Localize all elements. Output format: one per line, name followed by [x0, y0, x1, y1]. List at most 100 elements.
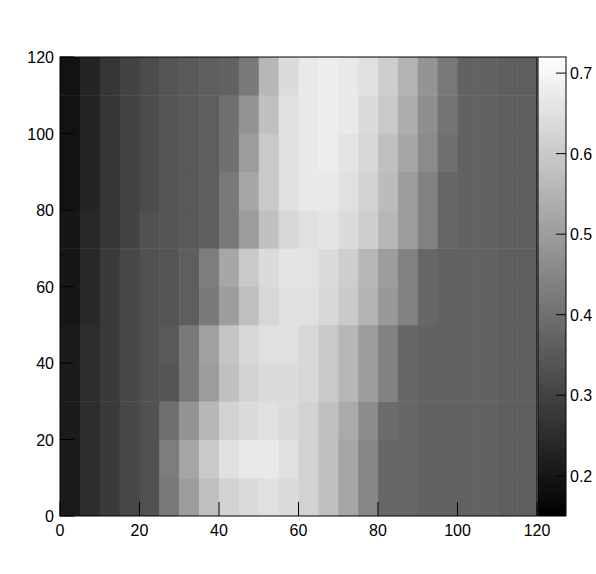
- heat-cell: [179, 401, 199, 440]
- heat-cell: [100, 95, 120, 134]
- heat-cell: [398, 440, 418, 479]
- heat-cell: [279, 325, 299, 364]
- heat-cell: [120, 287, 140, 326]
- heat-cell: [517, 172, 537, 211]
- heat-cell: [458, 248, 478, 287]
- heat-cell: [140, 95, 160, 134]
- heat-cell: [398, 134, 418, 173]
- heat-cell: [517, 210, 537, 249]
- heat-cell: [199, 210, 219, 249]
- heat-cell: [438, 95, 458, 134]
- heat-cell: [120, 401, 140, 440]
- heat-cell: [458, 95, 478, 134]
- colorbar-tick-label: 0.4: [570, 307, 592, 324]
- heat-cell: [318, 95, 338, 134]
- heat-cell: [60, 287, 80, 326]
- heat-cell: [179, 248, 199, 287]
- y-tick-label: 40: [36, 355, 54, 372]
- heat-cell: [60, 134, 80, 173]
- heat-cell: [458, 57, 478, 96]
- heat-cell: [418, 172, 438, 211]
- heat-cell: [497, 287, 517, 326]
- heat-cell: [199, 134, 219, 173]
- heat-cell: [438, 57, 458, 96]
- heat-cell: [299, 95, 319, 134]
- chart-root: 0204060801001200204060801001200.20.30.40…: [0, 0, 596, 574]
- heat-cell: [497, 57, 517, 96]
- x-tick: [298, 502, 299, 516]
- heat-cell: [458, 134, 478, 173]
- heat-cell: [179, 363, 199, 402]
- y-tick-label: 80: [36, 202, 54, 219]
- heat-cell: [120, 325, 140, 364]
- heat-cell: [159, 287, 179, 326]
- heat-cell: [438, 440, 458, 479]
- heat-cell: [299, 172, 319, 211]
- heat-cell: [458, 325, 478, 364]
- heat-cell: [159, 248, 179, 287]
- x-tick: [60, 502, 61, 516]
- plot-frame: [60, 57, 537, 516]
- heat-cell: [219, 248, 239, 287]
- heat-cell: [239, 95, 259, 134]
- heat-cell: [299, 248, 319, 287]
- heat-cell: [219, 440, 239, 479]
- heat-cell: [120, 172, 140, 211]
- heat-cell: [159, 325, 179, 364]
- heat-cell: [378, 172, 398, 211]
- heat-cell: [239, 287, 259, 326]
- heat-cell: [120, 134, 140, 173]
- heat-cell: [219, 287, 239, 326]
- heat-cell: [318, 440, 338, 479]
- heat-cell: [299, 325, 319, 364]
- x-tick: [457, 502, 458, 516]
- heat-cell: [378, 325, 398, 364]
- heat-cell: [219, 134, 239, 173]
- heat-cell: [318, 57, 338, 96]
- heat-cell: [458, 287, 478, 326]
- heat-cell: [318, 478, 338, 516]
- heat-cell: [398, 210, 418, 249]
- heat-cell: [100, 440, 120, 479]
- heat-cell: [219, 325, 239, 364]
- heat-cell: [159, 172, 179, 211]
- heat-cell: [438, 210, 458, 249]
- heat-cell: [259, 134, 279, 173]
- heat-cell: [199, 478, 219, 516]
- heat-cell: [318, 325, 338, 364]
- heat-cell: [239, 478, 259, 516]
- heat-cell: [438, 325, 458, 364]
- heat-cell: [140, 248, 160, 287]
- background: [0, 0, 596, 574]
- y-tick: [60, 363, 74, 364]
- heat-cell: [358, 57, 378, 96]
- heat-cell: [378, 363, 398, 402]
- heat-cell: [199, 325, 219, 364]
- heat-cell: [219, 95, 239, 134]
- x-tick-label: 100: [444, 522, 471, 539]
- heat-cell: [398, 95, 418, 134]
- heat-cell: [338, 401, 358, 440]
- heat-cell: [378, 440, 398, 479]
- heat-cell: [458, 363, 478, 402]
- heat-cell: [120, 440, 140, 479]
- heat-cell: [458, 440, 478, 479]
- heat-cell: [140, 172, 160, 211]
- heat-cell: [497, 248, 517, 287]
- heat-cell: [517, 287, 537, 326]
- heat-cell: [358, 134, 378, 173]
- heat-cell: [179, 57, 199, 96]
- heat-cell: [338, 210, 358, 249]
- heat-cell: [418, 287, 438, 326]
- heat-cell: [159, 363, 179, 402]
- heat-cell: [497, 440, 517, 479]
- heat-cell: [318, 172, 338, 211]
- heat-cell: [477, 210, 497, 249]
- heat-cell: [60, 210, 80, 249]
- heat-cell: [438, 248, 458, 287]
- y-tick: [60, 286, 74, 287]
- heat-cell: [477, 134, 497, 173]
- heat-cell: [477, 172, 497, 211]
- heat-cell: [517, 478, 537, 516]
- x-tick: [219, 502, 220, 516]
